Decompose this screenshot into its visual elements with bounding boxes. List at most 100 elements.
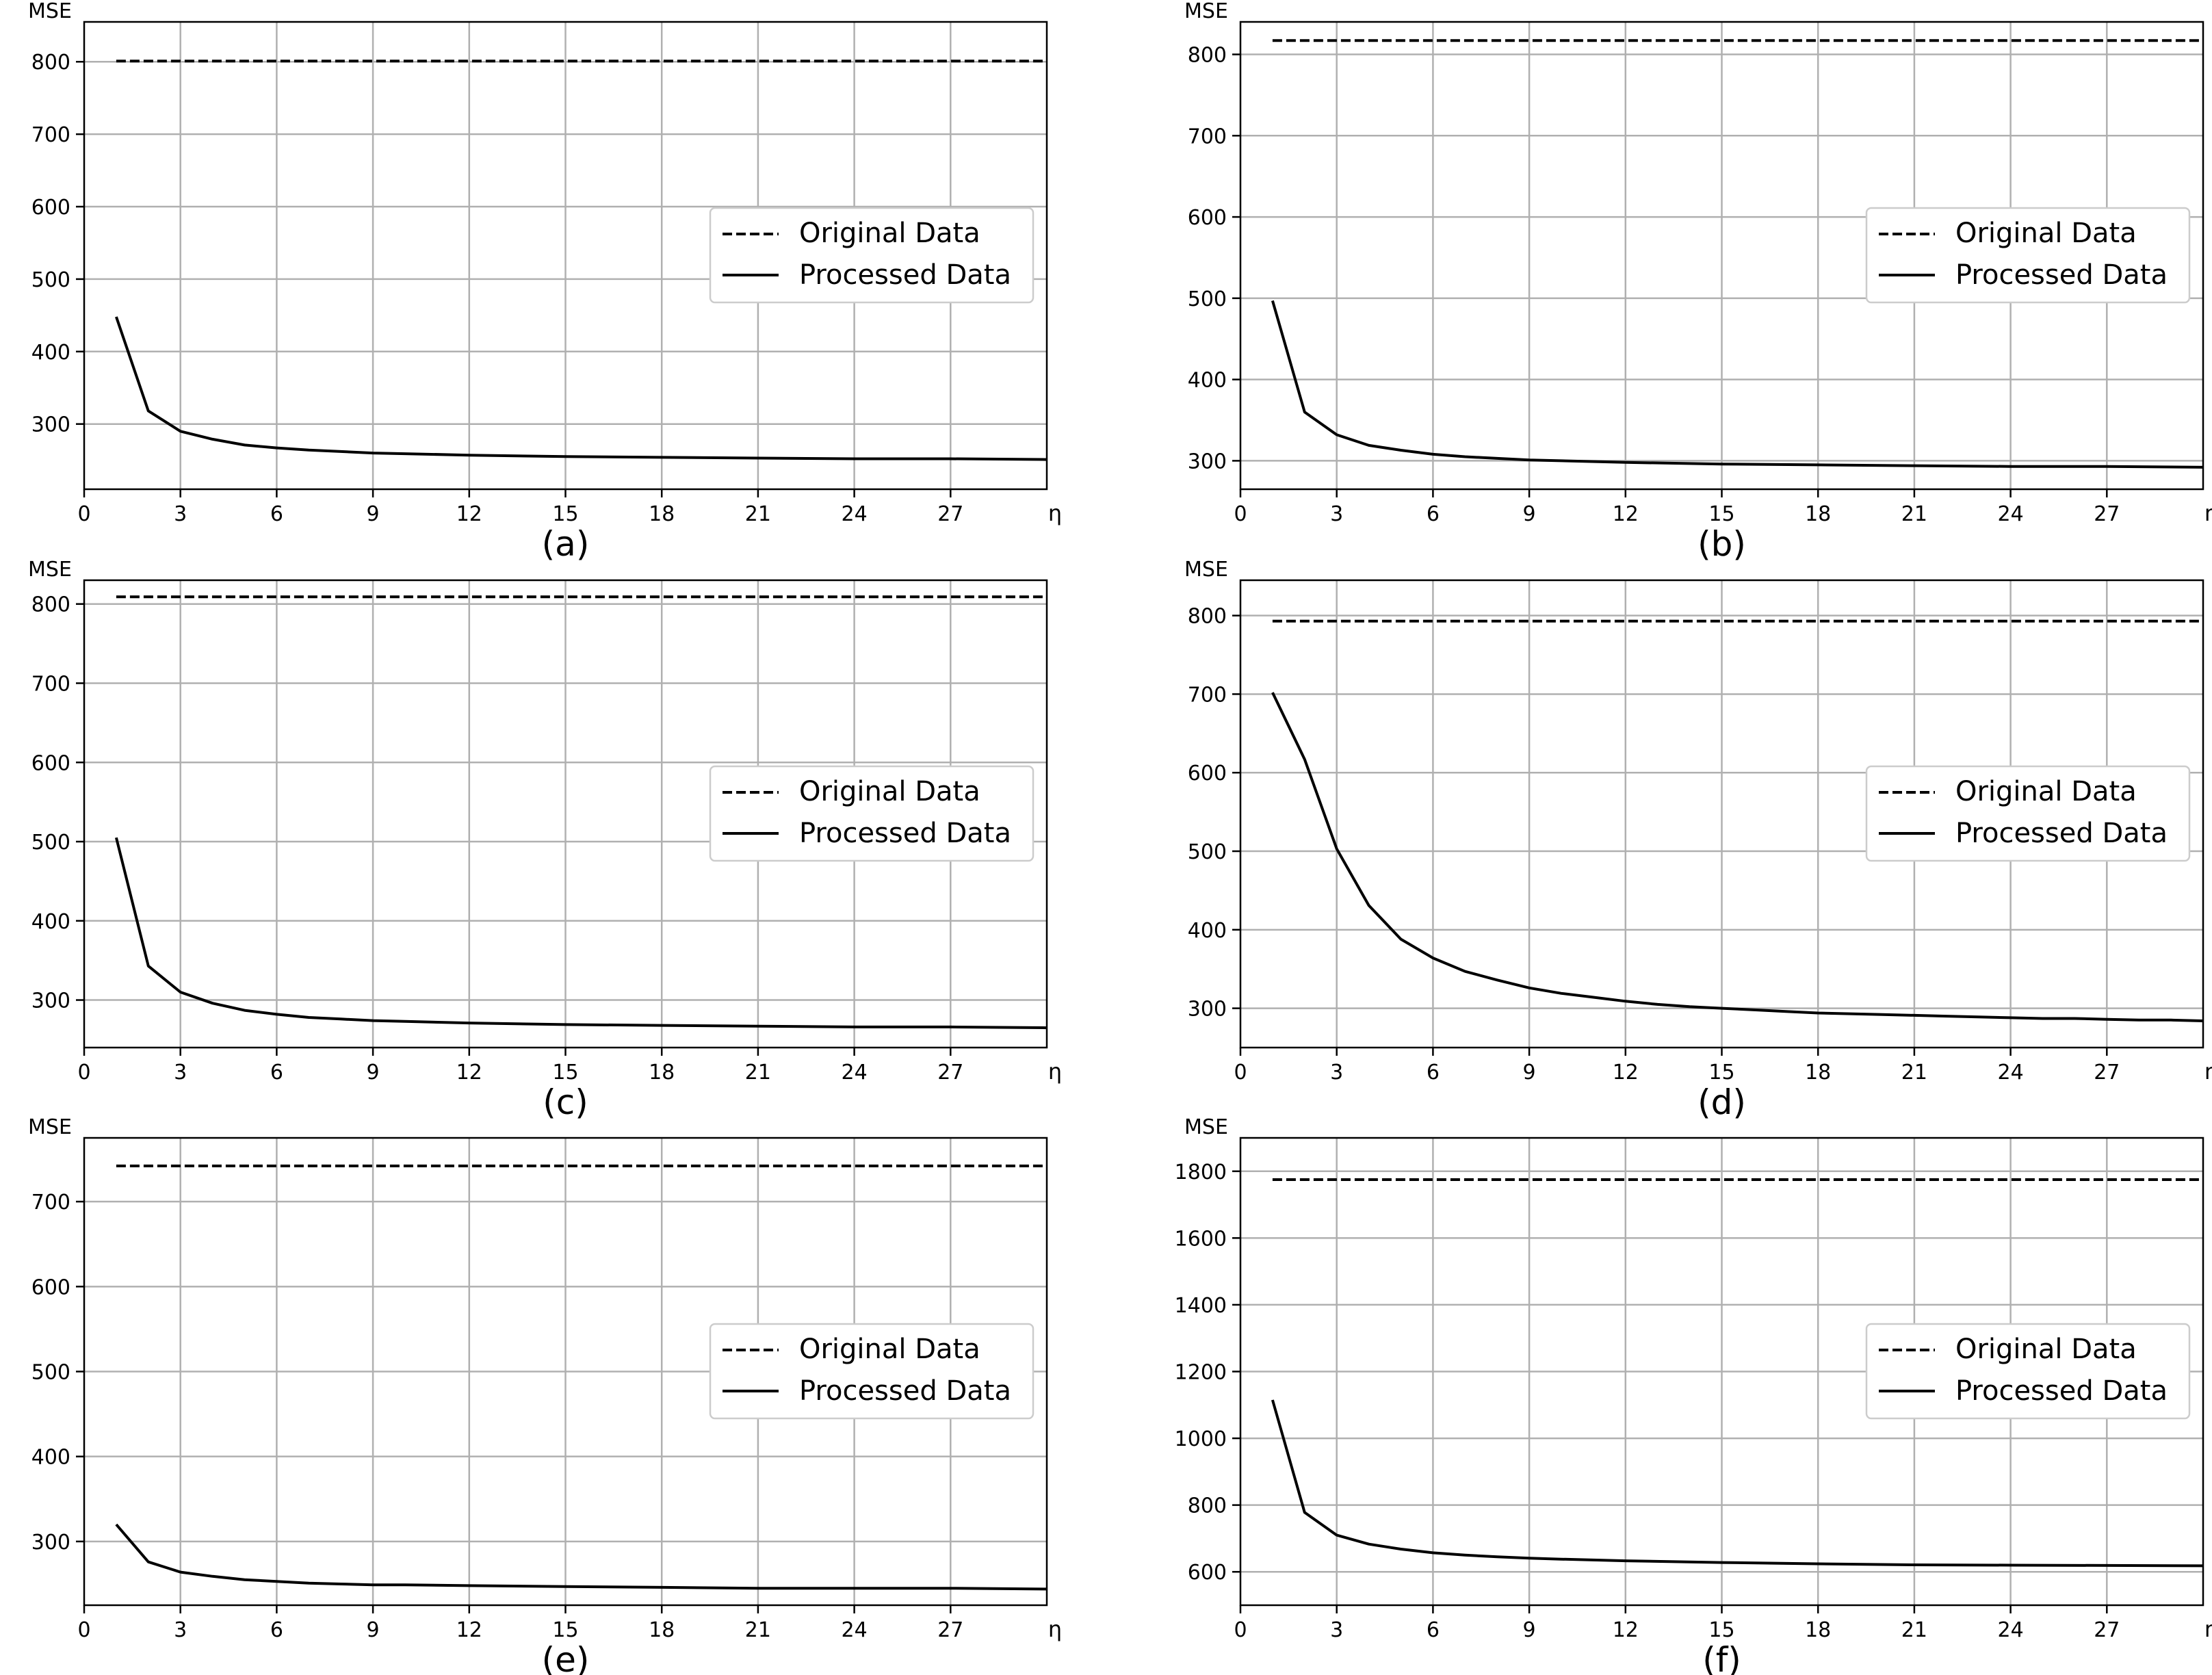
panel-5-x-tick-label: 9 bbox=[367, 1618, 380, 1642]
panel-4-x-tick-label: 6 bbox=[1427, 1061, 1440, 1085]
panel-2-y-tick-label: 800 bbox=[1188, 44, 1227, 68]
panel-4-x-axis-label: η bbox=[2204, 1059, 2212, 1085]
panel-2-caption: (b) bbox=[1697, 524, 1746, 564]
panel-3-x-tick-label: 12 bbox=[456, 1061, 482, 1085]
panel-3-y-axis-label: MSE bbox=[28, 558, 72, 582]
panel-5-y-axis-label: MSE bbox=[28, 1115, 72, 1139]
panel-5-legend-original-label: Original Data bbox=[799, 1334, 980, 1365]
panel-1-y-tick-label: 800 bbox=[31, 51, 70, 75]
panel-1-x-tick-label: 0 bbox=[77, 502, 90, 526]
panel-2-x-tick-label: 3 bbox=[1330, 502, 1343, 526]
panel-6-y-tick-label: 800 bbox=[1188, 1494, 1227, 1518]
panel-3-x-tick-label: 3 bbox=[174, 1061, 187, 1085]
panel-2-x-tick-label: 9 bbox=[1523, 502, 1536, 526]
panel-6-x-tick-label: 24 bbox=[1998, 1618, 2024, 1642]
panel-6-y-tick-label: 1800 bbox=[1175, 1160, 1227, 1184]
panel-2-x-tick-label: 12 bbox=[1613, 502, 1639, 526]
panel-3-legend-box bbox=[709, 765, 1035, 862]
panel-4-x-tick-label: 0 bbox=[1234, 1061, 1247, 1085]
panel-1-legend-processed-label: Processed Data bbox=[799, 259, 1011, 291]
panel-6-x-tick-label: 6 bbox=[1427, 1618, 1440, 1642]
panel-5-x-tick-label: 18 bbox=[649, 1618, 675, 1642]
panel-4-legend-box bbox=[1865, 765, 2191, 862]
panel-2-y-tick-label: 600 bbox=[1188, 206, 1227, 230]
panel-3-axes-frame bbox=[83, 579, 1048, 1049]
panel-6-processed-data-line bbox=[1271, 1399, 2204, 1568]
panel-2-x-axis-label: η bbox=[2204, 500, 2212, 526]
panel-4-y-tick-label: 700 bbox=[1188, 683, 1227, 707]
panel-6-x-tick-label: 12 bbox=[1613, 1618, 1639, 1642]
panel-3-y-tick-label: 700 bbox=[31, 672, 70, 696]
panel-6-y-tick-label: 1000 bbox=[1175, 1427, 1227, 1451]
panel-2-x-tick-label: 6 bbox=[1427, 502, 1440, 526]
panel-3-y-tick-label: 500 bbox=[31, 831, 70, 855]
panel-4-legend-original-label: Original Data bbox=[1955, 776, 2137, 807]
panel-4-y-axis-label: MSE bbox=[1184, 558, 1228, 582]
panel-5-x-tick-label: 6 bbox=[270, 1618, 283, 1642]
panel-6-x-tick-label: 21 bbox=[1901, 1618, 1927, 1642]
panel-4-y-tick-label: 300 bbox=[1188, 998, 1227, 1022]
panel-6-x-tick-label: 3 bbox=[1330, 1618, 1343, 1642]
panel-5-axes-frame bbox=[83, 1137, 1048, 1607]
panel-5-legend-processed-label: Processed Data bbox=[799, 1375, 1011, 1407]
panel-1-caption: (a) bbox=[542, 524, 590, 564]
panel-2-y-tick-label: 700 bbox=[1188, 125, 1227, 148]
panel-5-y-tick-label: 500 bbox=[31, 1361, 70, 1385]
panel-2-legend-processed-label: Processed Data bbox=[1955, 259, 2168, 291]
panel-5-x-tick-label: 27 bbox=[937, 1618, 963, 1642]
panel-2-axes-frame bbox=[1239, 21, 2204, 491]
panel-6-y-tick-label: 600 bbox=[1188, 1561, 1227, 1585]
panel-4-y-tick-label: 600 bbox=[1188, 762, 1227, 785]
panel-1-x-tick-label: 9 bbox=[367, 502, 380, 526]
panel-1-legend-original-label: Original Data bbox=[799, 218, 980, 249]
panel-4-x-tick-label: 15 bbox=[1708, 1061, 1734, 1085]
panel-1-processed-data-line bbox=[115, 316, 1048, 461]
panel-4-x-tick-label: 18 bbox=[1805, 1061, 1831, 1085]
panel-5-caption: (e) bbox=[542, 1640, 590, 1675]
panel-2-y-tick-label: 300 bbox=[1188, 450, 1227, 473]
panel-5-x-tick-label: 21 bbox=[745, 1618, 771, 1642]
panel-5-processed-data-line bbox=[115, 1523, 1048, 1591]
panel-4-legend-processed-label: Processed Data bbox=[1955, 818, 2168, 849]
panel-1-y-tick-label: 400 bbox=[31, 341, 70, 365]
panel-3-y-tick-label: 800 bbox=[31, 593, 70, 617]
panel-2-legend-box bbox=[1865, 207, 2191, 304]
panel-2-x-tick-label: 21 bbox=[1901, 502, 1927, 526]
panel-3-x-tick-label: 24 bbox=[842, 1061, 868, 1085]
panel-4-x-tick-label: 12 bbox=[1613, 1061, 1639, 1085]
panel-6-y-tick-label: 1200 bbox=[1175, 1361, 1227, 1385]
panel-5-legend-box bbox=[709, 1323, 1035, 1420]
panel-1-y-tick-label: 300 bbox=[31, 413, 70, 437]
panel-3-x-tick-label: 9 bbox=[367, 1061, 380, 1085]
panel-4-axes-frame bbox=[1239, 579, 2204, 1049]
panel-3-x-tick-label: 6 bbox=[270, 1061, 283, 1085]
panel-1-x-tick-label: 24 bbox=[842, 502, 868, 526]
panel-1-y-tick-label: 700 bbox=[31, 123, 70, 147]
panel-2-x-tick-label: 15 bbox=[1708, 502, 1734, 526]
panel-6-legend-box bbox=[1865, 1323, 2191, 1420]
panel-3-legend-processed-label: Processed Data bbox=[799, 818, 1011, 849]
panel-6-x-tick-label: 18 bbox=[1805, 1618, 1831, 1642]
panel-1-legend-box bbox=[709, 207, 1035, 304]
panel-2-y-tick-label: 500 bbox=[1188, 287, 1227, 311]
panel-1-x-axis-label: η bbox=[1048, 500, 1062, 526]
panel-4-x-tick-label: 24 bbox=[1998, 1061, 2024, 1085]
panel-3-x-axis-label: η bbox=[1048, 1059, 1062, 1085]
panel-3-x-tick-label: 0 bbox=[77, 1061, 90, 1085]
panel-1-x-tick-label: 12 bbox=[456, 502, 482, 526]
panel-3-x-tick-label: 15 bbox=[552, 1061, 578, 1085]
panel-5-x-tick-label: 24 bbox=[842, 1618, 868, 1642]
panel-2-x-tick-label: 18 bbox=[1805, 502, 1831, 526]
panel-3-y-tick-label: 600 bbox=[31, 751, 70, 775]
panel-5-y-tick-label: 700 bbox=[31, 1191, 70, 1215]
panel-1-y-tick-label: 600 bbox=[31, 196, 70, 220]
panel-1-x-tick-label: 27 bbox=[937, 502, 963, 526]
panel-2-x-tick-label: 0 bbox=[1234, 502, 1247, 526]
panel-3-y-tick-label: 300 bbox=[31, 989, 70, 1013]
panel-1-x-tick-label: 18 bbox=[649, 502, 675, 526]
panel-3-x-tick-label: 27 bbox=[937, 1061, 963, 1085]
panel-4-y-tick-label: 400 bbox=[1188, 919, 1227, 943]
panel-6-x-tick-label: 0 bbox=[1234, 1618, 1247, 1642]
panel-1-x-tick-label: 15 bbox=[552, 502, 578, 526]
